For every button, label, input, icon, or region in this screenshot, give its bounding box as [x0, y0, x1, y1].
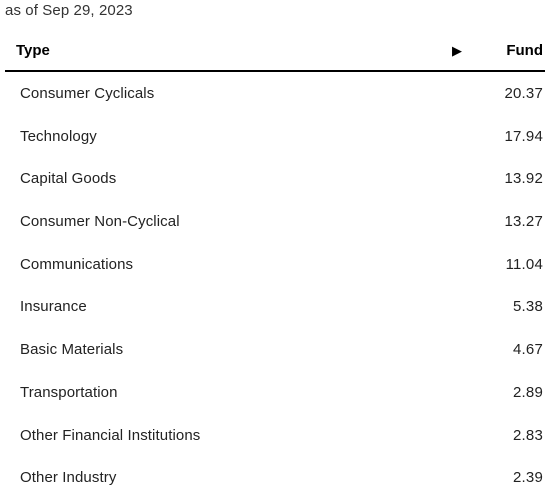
table-row: Consumer Cyclicals 20.37 [5, 74, 545, 117]
sort-arrow-icon[interactable]: ▶ [452, 43, 462, 58]
row-fund-value: 13.92 [504, 170, 543, 188]
row-type-label: Other Financial Institutions [20, 426, 201, 444]
table-row: Consumer Non-Cyclical 13.27 [5, 202, 545, 245]
table-row: Capital Goods 13.92 [5, 159, 545, 202]
row-fund-value: 20.37 [504, 85, 543, 102]
table-row: Transportation 2.89 [5, 373, 545, 416]
row-fund-value: 5.38 [513, 298, 543, 316]
row-fund-value: 11.04 [505, 255, 543, 273]
row-type-label: Communications [20, 255, 134, 273]
column-header-fund[interactable]: Fund [506, 42, 543, 59]
column-header-type[interactable]: Type [16, 42, 50, 59]
row-fund-value: 17.94 [504, 127, 543, 145]
table-row: Other Industry 2.39 [5, 458, 545, 501]
table-row: Other Financial Institutions 2.83 [5, 416, 545, 459]
table-header: Type ▶ Fund [5, 34, 545, 72]
row-type-label: Consumer Cyclicals [20, 85, 155, 102]
as-of-date: as of Sep 29, 2023 [5, 2, 133, 19]
table-row: Basic Materials 4.67 [5, 330, 545, 373]
table-row: Communications 11.04 [5, 245, 545, 288]
row-fund-value: 13.27 [504, 213, 543, 231]
row-fund-value: 4.67 [513, 341, 543, 359]
holdings-table-body: Consumer Cyclicals 20.37 Technology 17.9… [5, 74, 545, 501]
row-type-label: Transportation [20, 383, 118, 401]
table-row: Insurance 5.38 [5, 287, 545, 330]
row-type-label: Basic Materials [20, 341, 124, 359]
row-type-label: Technology [20, 127, 97, 145]
row-type-label: Other Industry [20, 469, 117, 487]
row-type-label: Insurance [20, 298, 87, 316]
row-fund-value: 2.89 [513, 383, 543, 401]
row-type-label: Consumer Non-Cyclical [20, 213, 180, 231]
row-fund-value: 2.39 [513, 469, 543, 487]
row-fund-value: 2.83 [513, 426, 543, 444]
row-type-label: Capital Goods [20, 170, 117, 188]
table-row: Technology 17.94 [5, 117, 545, 160]
